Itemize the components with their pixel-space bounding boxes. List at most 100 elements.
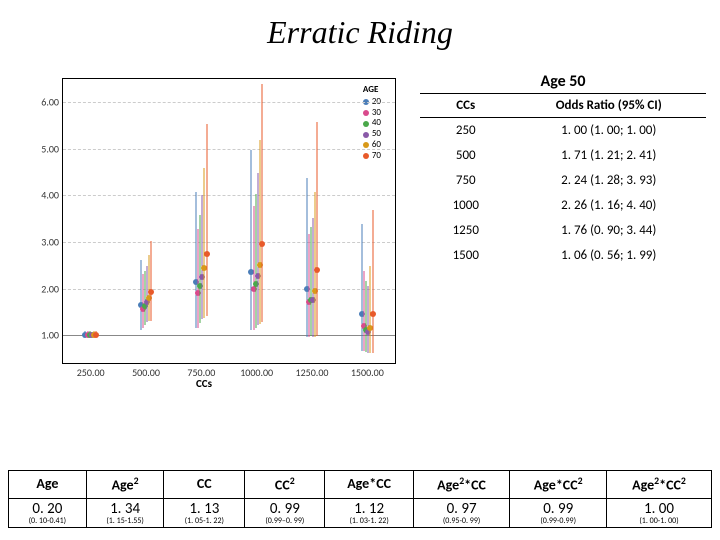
odds-ratio-chart: Odds Ratio (95% CI) AGE 203040506070 1.0… <box>6 72 402 392</box>
xtick: 1000.00 <box>240 366 273 379</box>
error-bar <box>151 241 152 321</box>
xtick: 1250.00 <box>296 366 329 379</box>
legend-dot-icon <box>363 142 369 148</box>
error-bar <box>206 124 207 316</box>
legend-dot-icon <box>363 132 369 138</box>
ytick: 2.00 <box>41 282 59 295</box>
error-bar <box>196 192 197 328</box>
error-bar <box>315 192 316 337</box>
coef-ci: (0.95-0. 99) <box>418 517 506 525</box>
cell-or: 2. 26 (1. 16; 4. 40) <box>512 198 706 213</box>
col-header: CC2 <box>245 470 325 498</box>
table-row: 2501. 00 (1. 00; 1. 00) <box>420 118 706 143</box>
coef-cell: 1. 12(1. 03-1. 22) <box>325 498 413 528</box>
data-point <box>314 267 320 273</box>
cell-or: 1. 76 (0. 90; 3. 44) <box>512 223 706 238</box>
error-bar <box>259 140 260 324</box>
ytick: 5.00 <box>41 142 59 155</box>
coef-value: 0. 99 <box>249 501 320 518</box>
error-bar <box>370 266 371 353</box>
legend-item: 70 <box>363 151 381 162</box>
xtick: 1500.00 <box>351 366 384 379</box>
cell-cc: 1250 <box>420 223 512 238</box>
data-point <box>259 241 265 247</box>
gridline <box>63 242 395 243</box>
data-point <box>370 311 376 317</box>
ytick: 6.00 <box>41 96 59 109</box>
error-bar <box>257 173 258 325</box>
cell-or: 1. 00 (1. 00; 1. 00) <box>512 123 706 138</box>
cell-cc: 250 <box>420 123 512 138</box>
coef-cell: 0. 97(0.95-0. 99) <box>413 498 510 528</box>
error-bar <box>364 271 365 351</box>
coef-value: 1. 34 <box>91 501 160 518</box>
slide-title: Erratic Riding <box>0 0 720 51</box>
cell-cc: 500 <box>420 148 512 163</box>
data-point <box>148 289 154 295</box>
error-bar <box>253 206 254 330</box>
coef-cell: 0. 99(0.99-0.99) <box>510 498 607 528</box>
error-bar <box>308 234 309 337</box>
coef-ci: (1. 15-1.55) <box>91 517 160 525</box>
data-point <box>93 332 99 338</box>
error-bar <box>372 210 373 353</box>
ytick: 1.00 <box>41 329 59 342</box>
error-bar <box>368 286 369 353</box>
age50-title: Age 50 <box>420 72 706 94</box>
xtick: 500.00 <box>132 366 160 379</box>
error-bar <box>317 122 318 337</box>
coef-ci: (1. 03-1. 22) <box>329 517 408 525</box>
coef-ci: (1. 00-1. 00) <box>611 517 707 525</box>
legend-label: 70 <box>372 151 381 162</box>
error-bar <box>313 218 314 337</box>
error-bar <box>95 331 96 333</box>
col-header: Age*CC <box>325 470 413 498</box>
legend-title: AGE <box>363 85 381 96</box>
cell-cc: 1000 <box>420 198 512 213</box>
error-bar <box>251 150 252 331</box>
xtick: 250.00 <box>77 366 105 379</box>
content-area: Odds Ratio (95% CI) AGE 203040506070 1.0… <box>0 64 720 540</box>
x-axis-label: CCs <box>196 377 212 390</box>
col-or: Odds Ratio (95% CI) <box>512 98 706 113</box>
coef-value: 0. 97 <box>418 501 506 518</box>
coef-cell: 0. 99(0.99–0. 99) <box>245 498 325 528</box>
coef-cell: 1. 13(1. 05-1. 22) <box>164 498 245 528</box>
coef-value: 1. 12 <box>329 501 408 518</box>
gridline <box>63 102 395 103</box>
error-bar <box>140 260 141 330</box>
error-bar <box>202 195 203 319</box>
coef-value: 1. 13 <box>168 501 240 518</box>
col-header: CC <box>164 470 245 498</box>
error-bar <box>366 281 367 352</box>
col-ccs: CCs <box>420 98 512 113</box>
coef-value: 0. 99 <box>514 501 602 518</box>
coefficients-table: AgeAge2CCCC2Age*CCAge2*CCAge*CC2Age2*CC2… <box>8 470 712 528</box>
legend: AGE 203040506070 <box>359 83 385 164</box>
error-bar <box>306 178 307 337</box>
gridline <box>63 289 395 290</box>
ytick: 3.00 <box>41 235 59 248</box>
reference-line <box>63 335 395 336</box>
table-row: 10002. 26 (1. 16; 4. 40) <box>420 193 706 218</box>
coef-ci: (0.99-0.99) <box>514 517 602 525</box>
col-header: Age2 <box>86 470 164 498</box>
coef-ci: (0.99–0. 99) <box>249 517 320 525</box>
error-bar <box>310 227 311 336</box>
coef-value: 0. 20 <box>13 501 82 518</box>
error-bar <box>149 255 150 321</box>
cell-cc: 750 <box>420 173 512 188</box>
col-header: Age2*CC <box>413 470 510 498</box>
cell-cc: 1500 <box>420 248 512 263</box>
age50-header: CCs Odds Ratio (95% CI) <box>420 94 706 118</box>
legend-dot-icon <box>363 153 369 159</box>
age50-table: Age 50 CCs Odds Ratio (95% CI) 2501. 00 … <box>420 72 706 268</box>
col-header: Age*CC2 <box>510 470 607 498</box>
table-row: 15001. 06 (0. 56; 1. 99) <box>420 243 706 268</box>
legend-dot-icon <box>363 110 369 116</box>
plot-area: AGE 203040506070 1.002.003.004.005.006.0… <box>62 78 396 364</box>
coef-cell: 1. 34(1. 15-1.55) <box>86 498 164 528</box>
error-bar <box>204 168 205 318</box>
coef-ci: (0. 10-0.41) <box>13 517 82 525</box>
data-point <box>204 251 210 257</box>
